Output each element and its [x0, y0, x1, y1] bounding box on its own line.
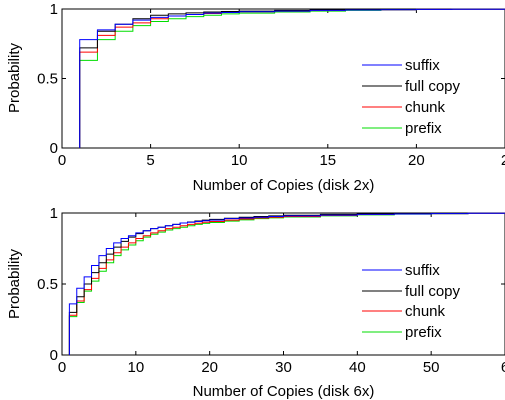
- x-axis-label: Number of Copies (disk 2x): [193, 177, 375, 194]
- x-tick-label: 50: [423, 359, 440, 376]
- x-tick-label: 10: [231, 152, 248, 169]
- legend: suffix full copy chunk prefix: [362, 57, 461, 137]
- legend-item-full-copy: full copy: [362, 78, 461, 95]
- x-axis-label: Number of Copies (disk 6x): [193, 383, 375, 400]
- tick-layer: 05101520200.51: [37, 1, 505, 169]
- y-tick-label: 1: [50, 1, 58, 18]
- plot-frame: [61, 8, 505, 149]
- x-tick-label: 10: [127, 359, 144, 376]
- legend: suffix full copy chunk prefix: [362, 262, 461, 341]
- x-tick-label: 6: [501, 359, 505, 376]
- x-tick-label: 5: [146, 152, 154, 169]
- tick-layer: 01020304050600.51: [37, 205, 505, 376]
- y-tick-label: 0.5: [37, 71, 58, 88]
- legend-label-suffix: suffix: [405, 57, 440, 74]
- x-tick-label: 40: [349, 359, 366, 376]
- chart-panel-disk-6x: 01020304050600.51 Number of Copies (disk…: [6, 205, 505, 400]
- x-tick-label: 2: [501, 152, 505, 169]
- x-tick-label: 0: [58, 152, 66, 169]
- y-tick-label: 1: [50, 205, 58, 222]
- y-tick-label: 0: [50, 347, 58, 364]
- legend-label-chunk: chunk: [405, 303, 446, 320]
- x-tick-label: 30: [275, 359, 292, 376]
- x-tick-label: 0: [58, 359, 66, 376]
- y-tick-label: 0.5: [37, 276, 58, 293]
- y-axis-label: Probability: [6, 248, 23, 319]
- legend-item-chunk: chunk: [362, 99, 446, 116]
- legend-label-full-copy: full copy: [405, 78, 461, 95]
- series-line-suffix: [68, 212, 505, 355]
- series-layer: [79, 8, 505, 148]
- y-axis-label: Probability: [6, 42, 23, 113]
- legend-label-suffix: suffix: [405, 262, 440, 279]
- legend-item-prefix: prefix: [362, 120, 442, 137]
- legend-item-prefix: prefix: [362, 324, 442, 341]
- legend-item-suffix: suffix: [362, 262, 440, 279]
- legend-item-chunk: chunk: [362, 303, 446, 320]
- legend-item-full-copy: full copy: [362, 283, 461, 300]
- legend-label-prefix: prefix: [405, 120, 442, 137]
- series-line-suffix: [79, 8, 505, 148]
- x-tick-label: 20: [201, 359, 218, 376]
- x-tick-label: 20: [408, 152, 425, 169]
- chart-panel-disk-2x: 05101520200.51 Number of Copies (disk 2x…: [6, 1, 505, 194]
- legend-label-prefix: prefix: [405, 324, 442, 341]
- legend-label-chunk: chunk: [405, 99, 446, 116]
- series-layer: [68, 212, 505, 355]
- y-tick-label: 0: [50, 140, 58, 157]
- legend-item-suffix: suffix: [362, 57, 440, 74]
- x-tick-label: 15: [319, 152, 336, 169]
- legend-label-full-copy: full copy: [405, 283, 461, 300]
